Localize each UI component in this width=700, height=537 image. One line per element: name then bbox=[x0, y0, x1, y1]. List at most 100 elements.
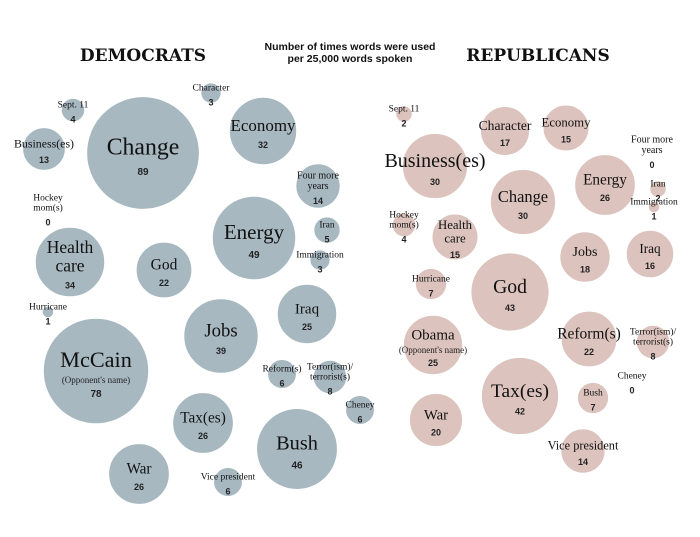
dem-jobs-bubble bbox=[182, 297, 260, 375]
rep-cheney-value: 0 bbox=[629, 385, 634, 395]
rep-economy-value: 15 bbox=[561, 134, 571, 144]
dem-mccain-bubble bbox=[42, 317, 150, 425]
rep-obama-label: Obama bbox=[411, 327, 455, 343]
rep-cheney-label: Cheney bbox=[617, 372, 646, 382]
rep-war-value: 20 bbox=[431, 428, 441, 438]
rep-iran-label: Iran bbox=[650, 180, 666, 190]
rep-terror-ism-terrorist-s-label: terrorist(s) bbox=[633, 337, 673, 348]
rep-war-bubble bbox=[408, 392, 464, 448]
chart-subtitle-line: per 25,000 words spoken bbox=[288, 53, 413, 65]
dem-iran-value: 5 bbox=[324, 234, 329, 244]
rep-immigration-label: Immigration bbox=[630, 198, 678, 208]
rep-terror-ism-terrorist-s-label: Terror(ism)/ bbox=[630, 327, 677, 338]
dem-vice-president-value: 6 bbox=[225, 486, 230, 496]
rep-iraq-value: 16 bbox=[645, 261, 655, 271]
dem-character-bubble bbox=[199, 81, 223, 105]
rep-hurricane-label: Hurricane bbox=[412, 275, 450, 285]
rep-iraq-label: Iraq bbox=[639, 241, 661, 256]
dem-health-care-label: care bbox=[55, 255, 84, 275]
rep-jobs-label: Jobs bbox=[573, 245, 598, 260]
dem-terror-ism-terrorist-s-label: Terror(ism)/ bbox=[307, 362, 354, 373]
dem-cheney-bubble bbox=[344, 394, 376, 426]
dem-economy-value: 32 bbox=[258, 140, 268, 150]
rep-god-label: God bbox=[493, 276, 527, 298]
rep-health-care-label: care bbox=[444, 231, 466, 245]
dem-immigration-bubble bbox=[308, 248, 332, 272]
dem-hurricane-value: 1 bbox=[45, 316, 50, 326]
rep-terror-ism-terrorist-s-bubble bbox=[635, 324, 671, 360]
rep-business-es-value: 30 bbox=[430, 177, 440, 187]
rep-obama-value: 25 bbox=[428, 358, 438, 368]
dem-bush-label: Bush bbox=[276, 433, 318, 455]
dem-terror-ism-terrorist-s-value: 8 bbox=[327, 386, 332, 396]
dem-four-more-years-label: years bbox=[307, 181, 328, 192]
rep-obama-note: (Opponent's name) bbox=[399, 345, 467, 355]
rep-iraq-bubble bbox=[625, 229, 675, 279]
dem-four-more-years-bubble bbox=[294, 162, 342, 210]
rep-vice-president-value: 14 bbox=[578, 457, 588, 467]
rep-iran-value: 2 bbox=[655, 193, 660, 203]
rep-hockey-mom-s-label: mom(s) bbox=[389, 220, 419, 231]
rep-bush-value: 7 bbox=[590, 402, 595, 412]
dem-mccain-note: (Opponent's name) bbox=[62, 375, 130, 385]
dem-god-bubble bbox=[135, 241, 193, 299]
dem-change-bubble bbox=[85, 95, 201, 211]
dem-bush-bubble bbox=[255, 407, 339, 491]
dem-cheney-label: Cheney bbox=[345, 401, 374, 411]
dem-sept-11-bubble bbox=[60, 97, 86, 123]
dem-tax-es-bubble bbox=[171, 391, 235, 455]
rep-energy-label: Energy bbox=[583, 171, 627, 188]
dem-health-care-label: Health bbox=[47, 237, 94, 257]
dem-iraq-label: Iraq bbox=[295, 301, 320, 317]
rep-group-title: REPUBLICANS bbox=[466, 46, 610, 66]
dem-economy-bubble bbox=[228, 96, 298, 166]
dem-change-value: 89 bbox=[137, 167, 149, 178]
rep-sept-11-bubble bbox=[394, 104, 414, 124]
rep-war-label: War bbox=[424, 407, 448, 423]
rep-economy-label: Economy bbox=[542, 116, 592, 130]
rep-god-value: 43 bbox=[505, 303, 515, 313]
dem-tax-es-label: Tax(es) bbox=[180, 409, 226, 426]
dem-change-label: Change bbox=[107, 135, 180, 161]
dem-vice-president-label: Vice president bbox=[201, 473, 256, 483]
dem-character-label: Character bbox=[193, 84, 231, 94]
rep-immigration-value: 1 bbox=[651, 211, 656, 221]
dem-reform-s-value: 6 bbox=[279, 378, 284, 388]
dem-mccain-value: 78 bbox=[90, 389, 102, 400]
rep-health-care-value: 15 bbox=[450, 250, 460, 260]
dem-four-more-years-label: Four more bbox=[297, 171, 340, 182]
dem-iran-label: Iran bbox=[319, 221, 335, 231]
rep-tax-es-label: Tax(es) bbox=[491, 381, 549, 402]
dem-terror-ism-terrorist-s-bubble bbox=[312, 359, 348, 395]
rep-jobs-bubble bbox=[558, 230, 612, 284]
rep-obama-bubble bbox=[402, 314, 464, 376]
dem-four-more-years-value: 14 bbox=[313, 196, 323, 206]
rep-hurricane-value: 7 bbox=[428, 288, 433, 298]
rep-change-bubble bbox=[489, 168, 557, 236]
dem-immigration-label: Immigration bbox=[296, 251, 344, 261]
dem-business-es-label: Business(es) bbox=[14, 136, 74, 150]
rep-reform-s-label: Reform(s) bbox=[557, 326, 621, 343]
rep-character-label: Character bbox=[479, 118, 532, 133]
dem-business-es-value: 13 bbox=[39, 155, 49, 165]
dem-mccain-label: McCain bbox=[60, 347, 132, 372]
rep-health-care-label: Health bbox=[438, 218, 473, 232]
rep-tax-es-bubble bbox=[480, 356, 560, 436]
dem-jobs-label: Jobs bbox=[204, 321, 237, 342]
rep-economy-bubble bbox=[542, 104, 590, 152]
rep-sept-11-value: 2 bbox=[401, 118, 406, 128]
rep-jobs-value: 18 bbox=[580, 264, 590, 274]
rep-character-value: 17 bbox=[500, 138, 510, 148]
dem-energy-value: 49 bbox=[248, 250, 260, 261]
rep-vice-president-bubble bbox=[559, 427, 607, 475]
dem-hockey-mom-s-label: Hockey bbox=[33, 194, 63, 204]
dem-character-value: 3 bbox=[208, 97, 213, 107]
rep-energy-bubble bbox=[573, 153, 637, 217]
rep-reform-s-value: 22 bbox=[584, 347, 594, 357]
rep-iran-bubble bbox=[648, 179, 668, 199]
dem-iraq-bubble bbox=[276, 283, 338, 345]
chart-subtitle-line: Number of times words were used bbox=[265, 41, 436, 53]
rep-character-bubble bbox=[479, 105, 531, 157]
dem-business-es-bubble bbox=[21, 126, 67, 172]
dem-jobs-value: 39 bbox=[216, 346, 226, 356]
